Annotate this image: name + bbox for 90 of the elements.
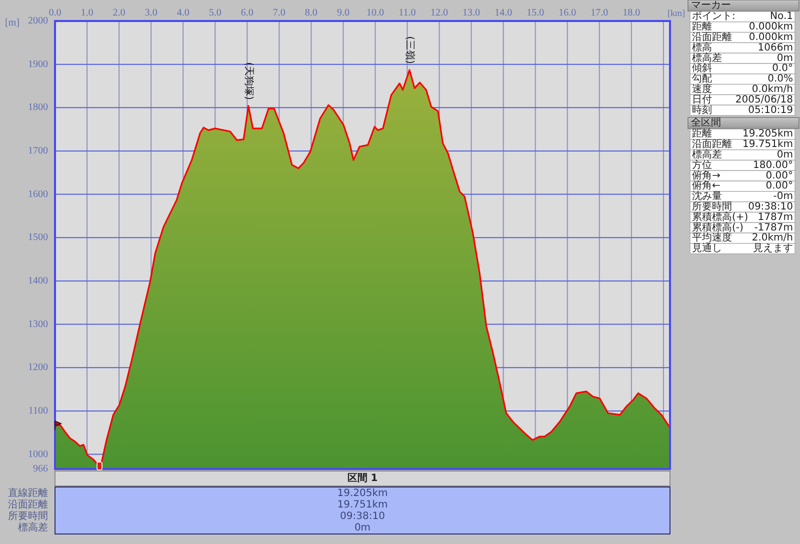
- text: 19.751km: [337, 499, 388, 510]
- text: 標高差: [692, 148, 722, 160]
- text: 0.0%: [768, 74, 793, 85]
- x-axis-title: [km]: [668, 8, 685, 18]
- text: 累積標高(-): [692, 221, 744, 234]
- x-tick-label: 14.0: [494, 8, 512, 18]
- text: 勾配: [692, 72, 712, 85]
- x-tick-label: 6.0: [240, 8, 254, 18]
- text: 沿面距離: [692, 138, 732, 150]
- x-tick-label: 10.0: [366, 8, 384, 18]
- text: 標高差: [692, 52, 722, 64]
- x-tick-label: 0.0: [48, 8, 62, 18]
- text: 距離: [692, 20, 712, 33]
- y-tick-label: 1400: [28, 275, 48, 286]
- x-tick-label: 16.0: [558, 8, 576, 18]
- x-tick-label: 18.0: [622, 8, 640, 18]
- text: 1066m: [758, 42, 793, 54]
- x-tick-label: 4.0: [176, 8, 190, 18]
- y-tick-label: 1000: [28, 448, 48, 460]
- y-tick-label: 1100: [28, 405, 48, 416]
- text: 累積標高(+): [692, 210, 748, 223]
- x-tick-label: 13.0: [462, 8, 480, 18]
- text: No.1: [770, 11, 793, 22]
- text: 0m: [354, 522, 371, 534]
- text: 沿面距離: [8, 498, 48, 510]
- text: ポイント:: [692, 11, 736, 22]
- text: 沿面距離: [692, 31, 732, 43]
- annotation: (天狗塚): [242, 62, 255, 100]
- text: 05:10:19: [748, 104, 793, 116]
- y-tick-label: 1900: [28, 58, 48, 70]
- x-tick-label: 1.0: [80, 8, 94, 18]
- text: 0.000km: [748, 32, 793, 43]
- text: 2005/06/18: [735, 94, 793, 106]
- x-tick-label: 11.0: [398, 8, 416, 18]
- text: 標高差: [18, 521, 48, 534]
- text: 0.00°: [766, 170, 793, 182]
- text: 俯角←: [692, 180, 720, 192]
- x-tick-label: 9.0: [336, 8, 350, 18]
- annotation: (三嶺): [404, 36, 416, 64]
- text: 見えます: [753, 243, 793, 254]
- text: 方位: [692, 158, 712, 171]
- text: 09:38:10: [340, 510, 385, 522]
- x-tick-label: 5.0: [208, 8, 222, 18]
- y-tick-label: 1500: [28, 232, 48, 244]
- text: 時刻: [692, 104, 712, 116]
- text: 見通し: [692, 242, 722, 254]
- text: 距離: [692, 128, 712, 140]
- y-tick-label: 1700: [28, 145, 48, 156]
- text: 傾斜: [692, 62, 712, 74]
- y-tick-label: 2000: [28, 16, 48, 26]
- text: 0m: [776, 52, 793, 64]
- x-tick-label: 15.0: [526, 8, 544, 18]
- text: 2.0km/h: [752, 232, 793, 244]
- text: 速度: [692, 83, 712, 95]
- x-tick-label: 3.0: [144, 8, 158, 18]
- x-tick-label: 12.0: [430, 8, 448, 18]
- text: 所要時間: [692, 200, 732, 212]
- text: 19.751km: [742, 139, 793, 150]
- text: 0.0km/h: [752, 84, 793, 95]
- text: 0.000km: [748, 22, 793, 33]
- text: 19.205km: [742, 128, 793, 140]
- text: 日付: [692, 94, 712, 106]
- y-tick-label: 1300: [28, 318, 48, 330]
- text: 直線距離: [8, 486, 48, 499]
- text: 俯角→: [692, 169, 720, 182]
- x-tick-label: 2.0: [112, 8, 126, 18]
- y-tick-label: 966: [33, 464, 48, 474]
- text: 0.0°: [772, 63, 793, 74]
- x-tick-label: 7.0: [272, 8, 286, 18]
- text: 180.00°: [753, 160, 793, 171]
- x-tick-label: 8.0: [304, 8, 318, 18]
- y-tick-label: 1200: [28, 362, 48, 374]
- text: 全区間: [691, 116, 721, 128]
- text: 09:38:10: [748, 202, 793, 212]
- y-axis-title: [m]: [5, 18, 20, 28]
- x-tick-label: 17.0: [590, 8, 608, 18]
- text: 1787m: [758, 212, 793, 223]
- y-tick-label: 1800: [28, 102, 48, 114]
- text: 平均速度: [692, 232, 732, 244]
- text: -1787m: [754, 222, 793, 234]
- y-tick-label: 1600: [28, 188, 48, 200]
- text: -0m: [773, 191, 793, 202]
- text: 区間 1: [347, 472, 378, 484]
- text: マーカー: [691, 0, 731, 11]
- text: 0m: [776, 150, 793, 160]
- text: 19.205km: [337, 488, 388, 499]
- text: 0.00°: [766, 180, 793, 192]
- text: 所要時間: [8, 510, 48, 522]
- text: 標高: [692, 41, 712, 54]
- text: 沈み量: [692, 190, 722, 202]
